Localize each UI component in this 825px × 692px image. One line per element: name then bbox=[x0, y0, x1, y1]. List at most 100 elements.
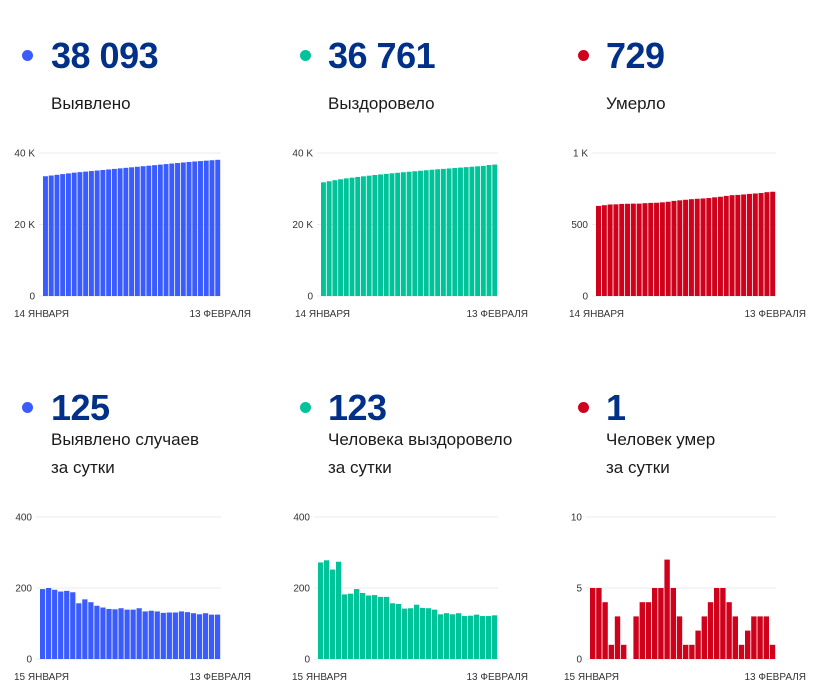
bar[interactable] bbox=[752, 193, 758, 296]
bar[interactable] bbox=[152, 165, 158, 296]
bar[interactable] bbox=[123, 167, 129, 296]
bar[interactable] bbox=[166, 612, 172, 659]
bar[interactable] bbox=[720, 588, 726, 659]
bar[interactable] bbox=[338, 179, 344, 296]
bar[interactable] bbox=[354, 589, 360, 659]
bar[interactable] bbox=[444, 613, 450, 659]
bar[interactable] bbox=[318, 562, 324, 659]
bar[interactable] bbox=[100, 607, 106, 659]
bar[interactable] bbox=[402, 608, 408, 659]
bar[interactable] bbox=[596, 205, 602, 296]
bar[interactable] bbox=[390, 603, 396, 659]
bar[interactable] bbox=[412, 171, 418, 296]
bar[interactable] bbox=[112, 609, 118, 659]
bar[interactable] bbox=[714, 588, 720, 659]
bar[interactable] bbox=[475, 166, 481, 296]
bar[interactable] bbox=[378, 174, 384, 296]
bar[interactable] bbox=[492, 615, 498, 659]
bar[interactable] bbox=[758, 193, 764, 296]
bar[interactable] bbox=[654, 202, 660, 296]
bar[interactable] bbox=[717, 196, 723, 296]
bar[interactable] bbox=[148, 610, 154, 659]
bar[interactable] bbox=[77, 172, 83, 296]
bar[interactable] bbox=[65, 173, 71, 296]
bar[interactable] bbox=[735, 194, 741, 296]
bar[interactable] bbox=[94, 170, 100, 296]
bar[interactable] bbox=[664, 559, 670, 659]
bar[interactable] bbox=[58, 591, 64, 659]
bar[interactable] bbox=[83, 171, 89, 296]
bar[interactable] bbox=[180, 162, 186, 296]
bar[interactable] bbox=[645, 602, 652, 659]
bar[interactable] bbox=[426, 608, 432, 659]
bar[interactable] bbox=[202, 613, 209, 659]
bar[interactable] bbox=[658, 588, 664, 659]
bar[interactable] bbox=[738, 644, 745, 659]
bar[interactable] bbox=[608, 644, 614, 659]
bar[interactable] bbox=[474, 614, 480, 659]
bar[interactable] bbox=[677, 200, 683, 296]
bar[interactable] bbox=[209, 160, 215, 296]
bar[interactable] bbox=[192, 161, 198, 296]
bar[interactable] bbox=[175, 163, 181, 296]
bar[interactable] bbox=[642, 203, 648, 296]
bar[interactable] bbox=[70, 592, 76, 659]
bar[interactable] bbox=[770, 191, 776, 296]
bar[interactable] bbox=[111, 168, 117, 296]
bar[interactable] bbox=[486, 616, 492, 659]
bar[interactable] bbox=[366, 595, 372, 659]
bar[interactable] bbox=[360, 176, 366, 296]
bar[interactable] bbox=[630, 203, 636, 296]
bar[interactable] bbox=[676, 616, 683, 659]
bar[interactable] bbox=[118, 608, 124, 659]
bar[interactable] bbox=[607, 204, 613, 296]
bar[interactable] bbox=[757, 616, 763, 659]
bar[interactable] bbox=[117, 168, 123, 296]
bar[interactable] bbox=[420, 607, 426, 659]
bar[interactable] bbox=[695, 630, 701, 659]
bar[interactable] bbox=[82, 599, 88, 659]
bar[interactable] bbox=[741, 194, 747, 296]
bar[interactable] bbox=[746, 193, 752, 296]
bar[interactable] bbox=[665, 201, 671, 296]
bar[interactable] bbox=[60, 174, 66, 296]
bar[interactable] bbox=[336, 561, 342, 659]
bar[interactable] bbox=[763, 616, 769, 659]
bar[interactable] bbox=[636, 203, 642, 296]
bar[interactable] bbox=[214, 614, 221, 659]
bar[interactable] bbox=[172, 612, 178, 659]
bar[interactable] bbox=[208, 614, 215, 659]
bar[interactable] bbox=[46, 588, 52, 659]
bar[interactable] bbox=[671, 200, 677, 296]
bar[interactable] bbox=[349, 177, 355, 296]
bar[interactable] bbox=[366, 175, 372, 296]
bar[interactable] bbox=[215, 159, 221, 296]
bar[interactable] bbox=[712, 197, 718, 296]
bar[interactable] bbox=[486, 165, 492, 296]
bar[interactable] bbox=[54, 174, 60, 296]
bar[interactable] bbox=[683, 644, 689, 659]
bar[interactable] bbox=[40, 589, 46, 659]
bar[interactable] bbox=[330, 569, 336, 659]
bar[interactable] bbox=[196, 614, 203, 659]
bar[interactable] bbox=[372, 595, 378, 659]
bar[interactable] bbox=[52, 589, 58, 659]
bar[interactable] bbox=[469, 166, 475, 296]
bar[interactable] bbox=[142, 611, 148, 659]
bar[interactable] bbox=[203, 160, 209, 296]
bar[interactable] bbox=[590, 588, 596, 659]
bar[interactable] bbox=[355, 176, 361, 296]
bar[interactable] bbox=[418, 170, 423, 296]
bar[interactable] bbox=[602, 602, 608, 659]
bar[interactable] bbox=[729, 195, 735, 296]
bar[interactable] bbox=[683, 199, 689, 296]
bar[interactable] bbox=[438, 614, 444, 659]
bar[interactable] bbox=[48, 175, 54, 296]
bar[interactable] bbox=[378, 596, 384, 659]
bar[interactable] bbox=[198, 161, 203, 296]
bar[interactable] bbox=[130, 609, 136, 659]
bar[interactable] bbox=[429, 169, 435, 296]
bar[interactable] bbox=[614, 616, 621, 659]
bar[interactable] bbox=[450, 614, 456, 659]
bar[interactable] bbox=[700, 198, 706, 296]
